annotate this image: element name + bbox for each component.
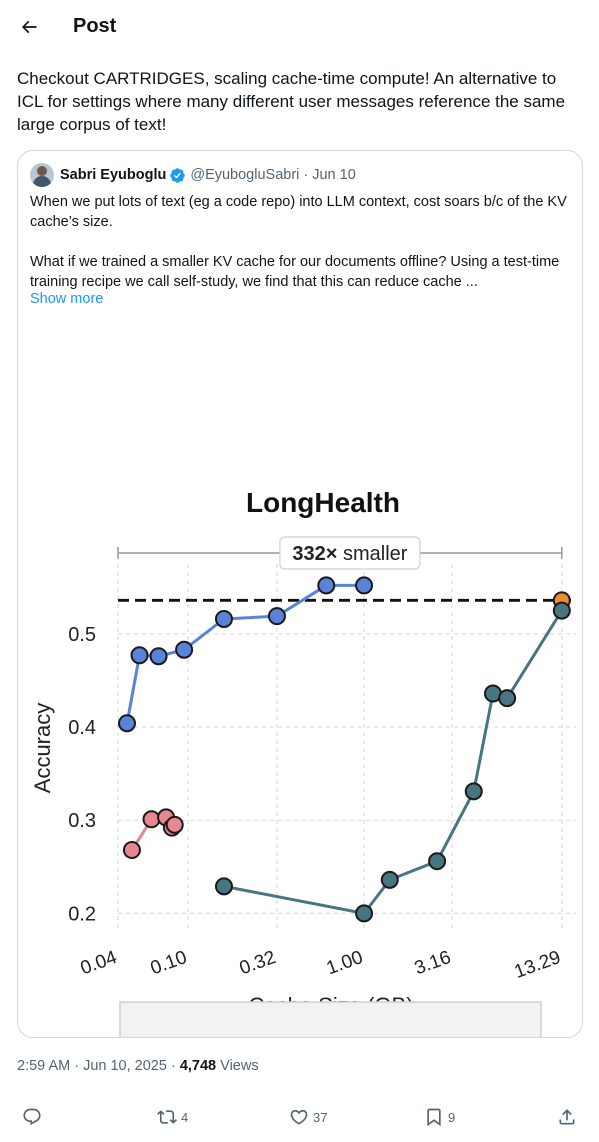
chart-figure[interactable]: LongHealth 332× smaller 0.2 0.3 0.4 0.5 0.04 0.… [18, 329, 582, 1037]
author-name[interactable]: Sabri Eyuboglu [60, 167, 167, 183]
data-point-summary [142, 810, 161, 829]
reply-button[interactable] [22, 1107, 42, 1127]
views-label: Views [216, 1058, 259, 1074]
repost-button[interactable]: 4 [157, 1107, 188, 1127]
page-title: Post [73, 15, 117, 37]
data-point-duo-attention [355, 904, 374, 923]
reply-icon [23, 1108, 41, 1126]
y-tick-label: 0.2 [68, 903, 96, 925]
x-tick-label: 3.16 [412, 947, 454, 979]
share-icon [559, 1109, 575, 1125]
share-button[interactable] [557, 1107, 577, 1127]
back-button[interactable] [12, 10, 46, 44]
post-timestamp[interactable]: 2:59 AM · Jun 10, 2025 · [17, 1058, 180, 1074]
quoted-tweet[interactable]: Sabri Eyuboglu @EyubogluSabri · Jun 10 W… [17, 150, 583, 1038]
tweet-text: Checkout CARTRIDGES, scaling cache-time … [17, 69, 566, 134]
bookmark-count: 9 [448, 1109, 456, 1125]
y-tick-label: 0.3 [68, 810, 96, 832]
chart-svg: LongHealth 332× smaller 0.2 0.3 0.4 0.5 0.04 0.… [30, 487, 576, 1037]
views-count: 4,748 [179, 1058, 217, 1074]
y-axis-label: Accuracy [30, 703, 55, 793]
x-tick-label: 0.10 [148, 947, 190, 979]
data-point-summary [122, 841, 141, 860]
quoted-paragraph-2: What if we trained a smaller KV cache fo… [30, 254, 560, 290]
data-point-self-study [267, 607, 286, 626]
span-label-box [279, 536, 421, 570]
chart-title: LongHealth [246, 487, 400, 518]
quoted-tweet-header: Sabri Eyuboglu @EyubogluSabri · Jun 10 [30, 163, 356, 187]
data-point-self-study [130, 646, 149, 665]
span-label-bold: 332× [292, 543, 337, 565]
bookmark-icon [427, 1108, 441, 1127]
avatar[interactable] [30, 163, 54, 187]
quoted-tweet-text: When we put lots of text (eg a code repo… [30, 192, 570, 312]
span-label-rest: smaller [337, 543, 407, 565]
legend-box [119, 1001, 542, 1037]
data-point-summary [165, 815, 184, 834]
x-tick-label: 1.00 [324, 947, 366, 979]
arrow-left-icon [21, 20, 37, 34]
heart-icon [290, 1109, 308, 1125]
data-point-self-study [355, 576, 374, 595]
data-point-self-study [149, 647, 168, 666]
verified-badge-icon [170, 167, 186, 183]
action-bar: 4 37 9 [0, 1103, 599, 1133]
x-tick-label: 0.32 [237, 947, 279, 979]
data-point-self-study [317, 576, 336, 595]
separator-dot: · [303, 167, 309, 183]
data-point-duo-attention [214, 877, 233, 896]
post-header: Post [0, 0, 599, 53]
y-tick-label: 0.4 [68, 717, 96, 739]
like-button[interactable]: 37 [289, 1107, 327, 1127]
post-date[interactable]: Jun 10 [312, 167, 356, 183]
data-point-duo-attention [498, 689, 517, 708]
bookmark-button[interactable]: 9 [424, 1107, 455, 1127]
quoted-paragraph-1: When we put lots of text (eg a code repo… [30, 194, 567, 230]
like-count: 37 [313, 1109, 328, 1125]
data-point-duo-attention [464, 782, 483, 801]
series-line-duo-attention [223, 609, 564, 916]
x-tick-label: 13.29 [512, 947, 564, 983]
data-point-self-study [214, 609, 233, 628]
y-tick-label: 0.5 [68, 624, 96, 646]
span-label: 332× smaller [292, 543, 407, 565]
show-more-link[interactable]: Show more [30, 291, 104, 307]
data-point-duo-attention [428, 852, 447, 871]
post-meta: 2:59 AM · Jun 10, 2025 · 4,748 Views [17, 1058, 259, 1074]
data-point-self-study [175, 640, 194, 659]
x-tick-label: 0.04 [78, 947, 120, 980]
data-point-self-study [118, 714, 137, 733]
author-handle[interactable]: @EyubogluSabri [190, 167, 300, 183]
data-point-duo-attention [380, 870, 399, 889]
repost-icon [157, 1110, 177, 1124]
data-point-duo-attention [552, 601, 571, 620]
repost-count: 4 [181, 1109, 189, 1125]
